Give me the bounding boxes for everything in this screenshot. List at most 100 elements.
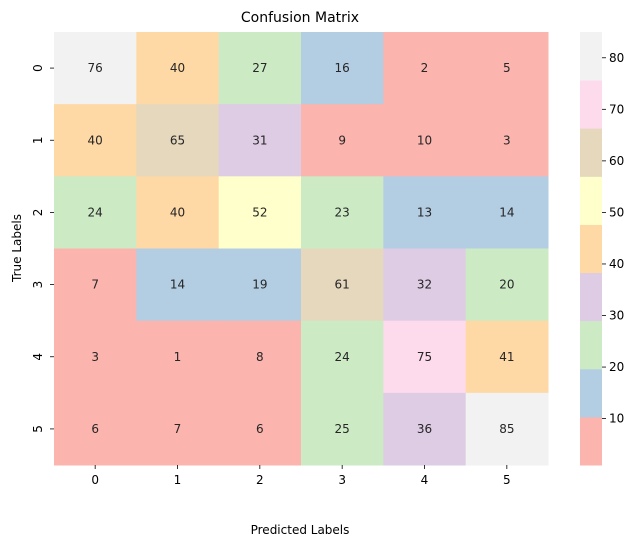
cell-value-label: 31	[252, 133, 267, 147]
heatmap-cell	[383, 392, 467, 466]
colorbar-tick-label: 70	[609, 102, 624, 116]
heatmap-cell	[136, 32, 220, 105]
heatmap-cell	[465, 104, 549, 177]
heatmap-cell	[465, 176, 549, 249]
colorbar-tick-label: 10	[609, 412, 624, 426]
colorbar-segment	[580, 272, 602, 322]
cell-value-label: 76	[88, 61, 103, 75]
cell-value-label: 27	[252, 61, 267, 75]
heatmap-cell	[218, 248, 302, 322]
y-axis-label: True Labels	[10, 214, 24, 283]
heatmap-cell	[383, 320, 467, 394]
heatmap-cell	[301, 32, 384, 105]
cell-value-label: 7	[174, 422, 182, 436]
cell-value-label: 9	[338, 133, 346, 147]
cell-value-label: 36	[417, 422, 432, 436]
cell-value-label: 1	[174, 350, 182, 364]
x-tick-label: 1	[174, 473, 182, 487]
heatmap-cell	[218, 176, 302, 249]
colorbar-segment	[580, 176, 602, 225]
cell-value-label: 85	[499, 422, 514, 436]
cell-value-label: 8	[256, 350, 264, 364]
heatmap-cell	[54, 104, 137, 177]
x-tick-label: 3	[338, 473, 346, 487]
heatmap-cell	[383, 248, 467, 322]
heatmap-cell	[301, 392, 384, 466]
cell-value-label: 7	[91, 278, 99, 292]
x-tick-label: 2	[256, 473, 264, 487]
cell-value-label: 40	[170, 205, 185, 219]
colorbar-tick-label: 60	[609, 154, 624, 168]
heatmap-cell	[218, 32, 302, 105]
heatmap-cell	[383, 176, 467, 249]
y-tick-label: 2	[31, 209, 45, 217]
cell-value-label: 3	[91, 350, 99, 364]
cell-value-label: 10	[417, 133, 432, 147]
cell-value-label: 16	[335, 61, 350, 75]
cell-value-label: 6	[256, 422, 264, 436]
heatmap-cell	[465, 320, 549, 394]
cell-value-label: 40	[170, 61, 185, 75]
x-axis-label: Predicted Labels	[251, 523, 350, 537]
colorbar-tick-label: 40	[609, 257, 624, 271]
heatmap-cell	[301, 320, 384, 394]
y-tick-label: 3	[31, 281, 45, 289]
cell-value-label: 14	[499, 205, 514, 219]
heatmap-cell	[301, 104, 384, 177]
heatmap-cell	[54, 176, 137, 249]
cell-value-label: 20	[499, 278, 514, 292]
y-tick-label: 0	[31, 64, 45, 72]
heatmap-cell	[218, 392, 302, 466]
y-tick-label: 4	[31, 353, 45, 361]
x-tick-label: 4	[421, 473, 429, 487]
heatmap-cell	[301, 248, 384, 322]
colorbar-tick-label: 80	[609, 51, 624, 65]
colorbar-segment	[580, 128, 602, 177]
heatmap-cell	[218, 104, 302, 177]
cell-value-label: 2	[421, 61, 429, 75]
heatmap-cell	[136, 176, 220, 249]
heatmap-cell	[465, 32, 549, 105]
y-axis-ticks: 0 1 2 3 4 5	[31, 64, 54, 433]
cell-value-label: 32	[417, 278, 432, 292]
chart-title: Confusion Matrix	[241, 10, 359, 26]
colorbar: 10 20 30 40 50 60 70 80	[580, 32, 624, 466]
cell-value-label: 19	[252, 278, 267, 292]
heatmap-cell	[301, 176, 384, 249]
colorbar-segment	[580, 32, 602, 81]
heatmap-cells: 76 40 27 16 2 540 65 31 9 10 324 40 52 23 13 147 14 19 61 3…	[54, 32, 549, 466]
colorbar-tick-label: 30	[609, 309, 624, 323]
colorbar-tick-label: 50	[609, 205, 624, 219]
colorbar-segment	[580, 224, 602, 274]
cell-value-label: 3	[503, 133, 511, 147]
colorbar-segment	[580, 416, 602, 466]
heatmap-cell	[218, 320, 302, 394]
cell-value-label: 24	[335, 350, 350, 364]
cell-value-label: 61	[335, 278, 350, 292]
cell-value-label: 25	[335, 422, 350, 436]
y-tick-label: 1	[31, 136, 45, 144]
x-axis-ticks: 0 1 2 3 4 5	[91, 465, 511, 487]
heatmap-cell	[136, 248, 220, 322]
cell-value-label: 24	[88, 205, 103, 219]
cell-value-label: 41	[499, 350, 514, 364]
y-tick-label: 5	[31, 425, 45, 433]
heatmap-cell	[465, 392, 549, 466]
heatmap-cell	[136, 320, 220, 394]
cell-value-label: 5	[503, 61, 511, 75]
heatmap-cell	[54, 32, 137, 105]
heatmap-cell	[136, 104, 220, 177]
x-tick-label: 5	[503, 473, 511, 487]
colorbar-segment	[580, 320, 602, 370]
heatmap-cell	[54, 392, 137, 466]
cell-value-label: 52	[252, 205, 267, 219]
colorbar-tick-label: 20	[609, 360, 624, 374]
cell-value-label: 13	[417, 205, 432, 219]
heatmap-cell	[136, 392, 220, 466]
colorbar-segment	[580, 80, 602, 129]
cell-value-label: 75	[417, 350, 432, 364]
heatmap-cell	[54, 320, 137, 394]
x-tick-label: 0	[91, 473, 99, 487]
heatmap-cell	[383, 104, 467, 177]
